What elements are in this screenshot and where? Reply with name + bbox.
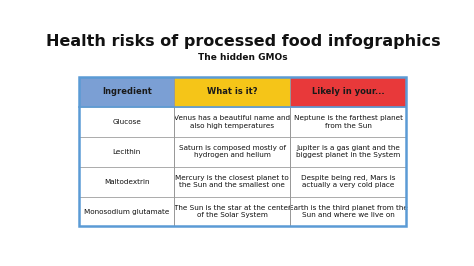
Text: What is it?: What is it? (207, 88, 257, 97)
Text: Glucose: Glucose (112, 119, 141, 125)
Text: Earth is the third planet from the
Sun and where we live on: Earth is the third planet from the Sun a… (289, 205, 408, 218)
FancyBboxPatch shape (291, 167, 406, 197)
Text: Lecithin: Lecithin (113, 149, 141, 155)
FancyBboxPatch shape (291, 197, 406, 226)
FancyBboxPatch shape (174, 77, 291, 107)
Text: Health risks of processed food infographics: Health risks of processed food infograph… (46, 34, 440, 49)
FancyBboxPatch shape (174, 167, 291, 197)
FancyBboxPatch shape (80, 137, 174, 167)
FancyBboxPatch shape (80, 107, 174, 137)
FancyBboxPatch shape (291, 77, 406, 107)
Text: Monosodium glutamate: Monosodium glutamate (84, 209, 170, 215)
FancyBboxPatch shape (174, 137, 291, 167)
Text: Saturn is composed mostly of
hydrogen and helium: Saturn is composed mostly of hydrogen an… (179, 145, 286, 159)
Text: Mercury is the closest planet to
the Sun and the smallest one: Mercury is the closest planet to the Sun… (175, 175, 289, 188)
FancyBboxPatch shape (80, 197, 174, 226)
FancyBboxPatch shape (174, 197, 291, 226)
FancyBboxPatch shape (291, 107, 406, 137)
Text: Maltodextrin: Maltodextrin (104, 179, 150, 185)
Text: Likely in your...: Likely in your... (312, 88, 385, 97)
Text: Venus has a beautiful name and
also high temperatures: Venus has a beautiful name and also high… (174, 115, 291, 128)
FancyBboxPatch shape (291, 137, 406, 167)
Text: Ingredient: Ingredient (102, 88, 152, 97)
FancyBboxPatch shape (80, 77, 174, 107)
FancyBboxPatch shape (174, 107, 291, 137)
FancyBboxPatch shape (80, 167, 174, 197)
Text: Neptune is the farthest planet
from the Sun: Neptune is the farthest planet from the … (294, 115, 403, 128)
Text: Despite being red, Mars is
actually a very cold place: Despite being red, Mars is actually a ve… (301, 175, 396, 188)
Text: The Sun is the star at the center
of the Solar System: The Sun is the star at the center of the… (174, 205, 291, 218)
Text: The hidden GMOs: The hidden GMOs (198, 53, 288, 62)
Text: Jupiter is a gas giant and the
biggest planet in the System: Jupiter is a gas giant and the biggest p… (296, 145, 401, 159)
